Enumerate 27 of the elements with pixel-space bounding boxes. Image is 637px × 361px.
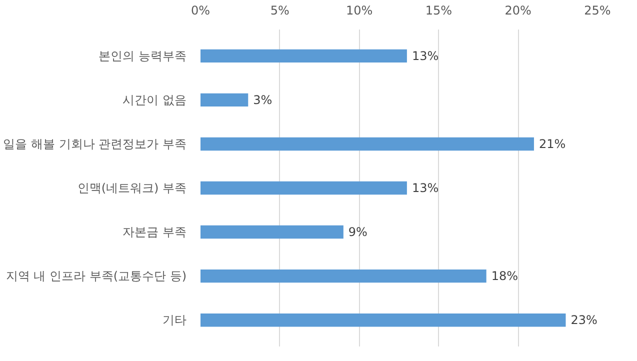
x-tick-label: 10%: [346, 4, 373, 18]
bar: [200, 93, 248, 107]
x-tick-label: 0%: [190, 4, 210, 18]
bar: [200, 137, 534, 151]
y-tick-label: 일을 해볼 기회나 관련정보가 부족: [3, 136, 187, 151]
x-tick-label: 25%: [584, 4, 611, 18]
data-label: 13%: [412, 181, 439, 195]
data-label: 18%: [491, 269, 518, 284]
y-tick-label: 본인의 능력부족: [98, 48, 187, 63]
y-tick-label: 인맥(네트워크) 부족: [77, 181, 187, 195]
x-tick-label: 5%: [270, 4, 290, 18]
bar: [200, 181, 407, 195]
y-tick-label: 기타: [162, 313, 186, 328]
y-tick-label: 자본금 부족: [122, 225, 187, 240]
data-label: 9%: [348, 225, 368, 240]
data-label: 21%: [538, 136, 566, 151]
y-tick-label: 시간이 없음: [122, 92, 187, 107]
bar: [200, 225, 344, 239]
data-label: 3%: [253, 92, 272, 107]
x-tick-label: 20%: [504, 4, 532, 18]
data-label: 13%: [412, 48, 439, 63]
bar: [200, 269, 486, 283]
bar: [200, 313, 566, 327]
bar: [200, 49, 407, 63]
data-label: 23%: [570, 313, 598, 328]
x-tick-label: 15%: [425, 4, 452, 18]
y-tick-label: 지역 내 인프라 부족(교통수단 등): [6, 269, 187, 284]
